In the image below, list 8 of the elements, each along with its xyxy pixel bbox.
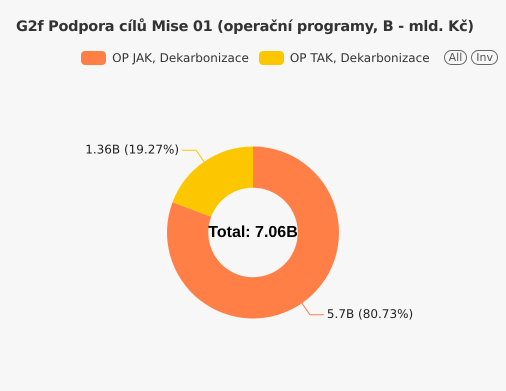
text: All — [444, 50, 468, 65]
text: Inv — [471, 50, 498, 65]
text: Total: 7.06B — [208, 224, 298, 241]
legend-label: OP JAK, Dekarbonizace — [112, 50, 249, 64]
chart-title: G2f Podpora cílů Mise 01 (operační programy, B - mld. Kč) — [16, 19, 474, 35]
data-label: 5.7B (80.73%) — [326, 306, 414, 321]
data-label: 1.36B (19.27%) — [85, 142, 180, 156]
legend-label: OP TAK, Dekarbonizace — [290, 50, 430, 64]
